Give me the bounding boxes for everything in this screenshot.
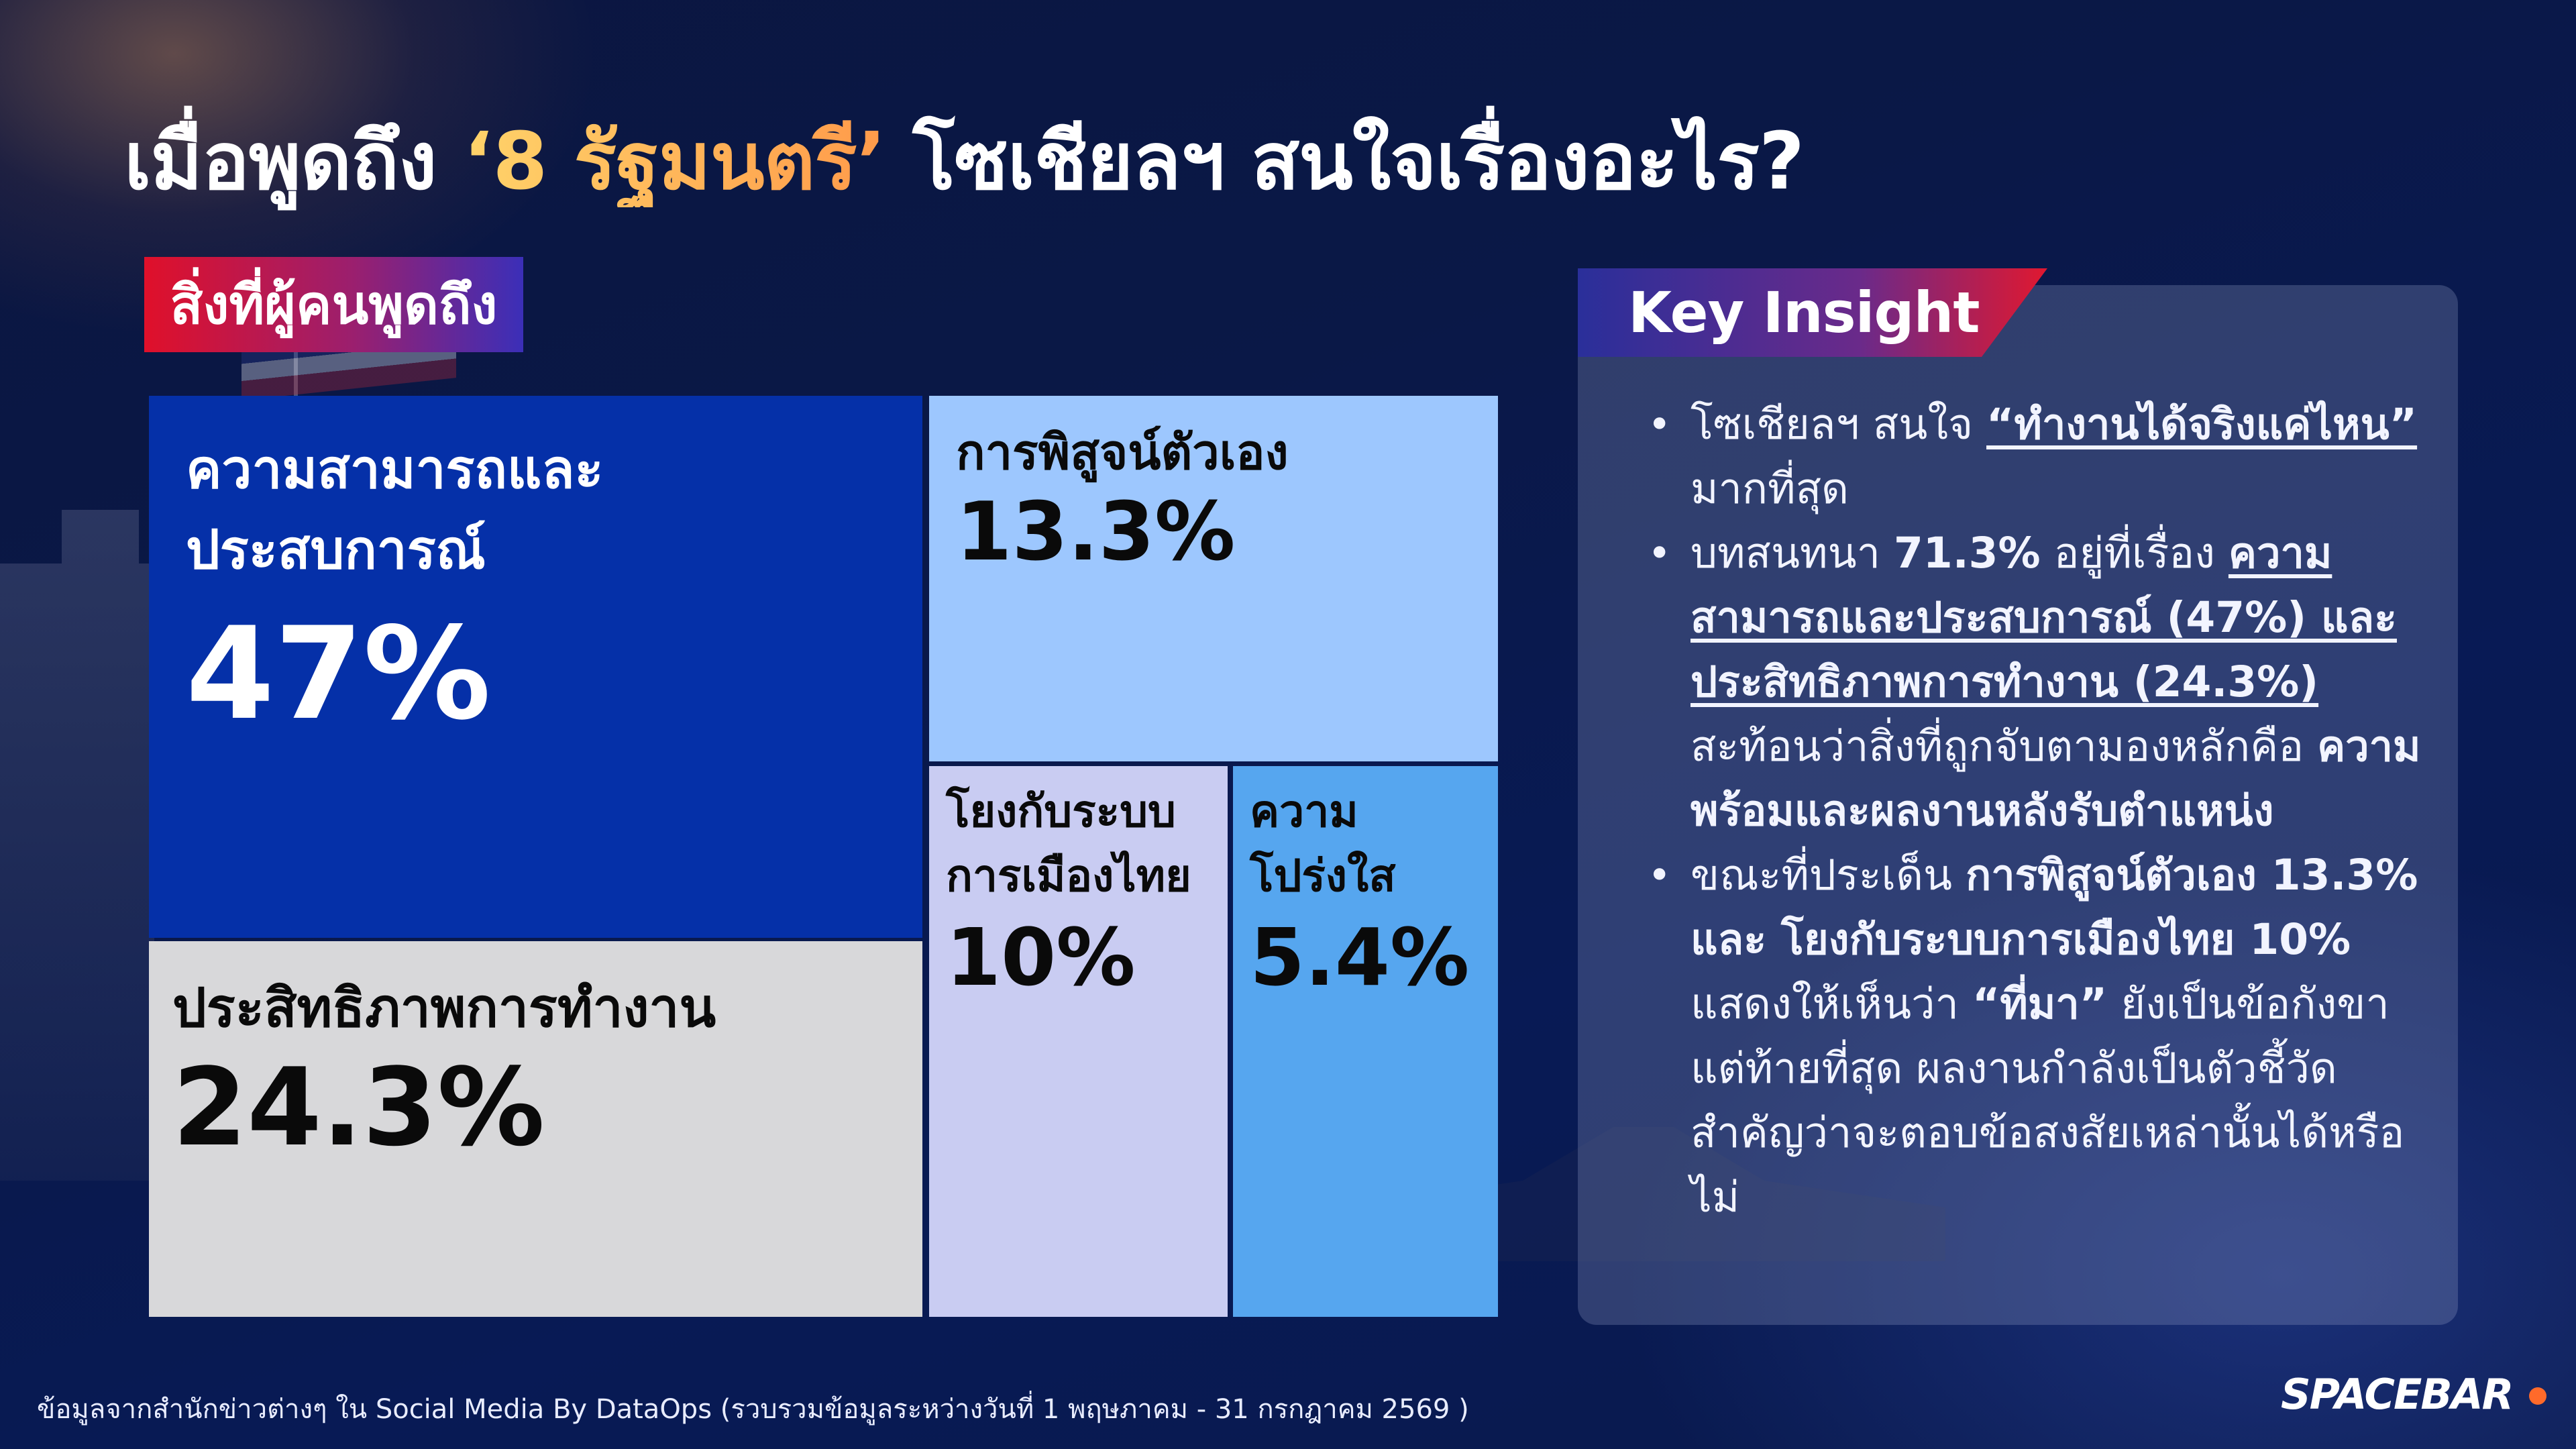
insight-heading: Key Insight	[1578, 268, 2047, 357]
title-highlight: ‘8 รัฐมนตรี’	[463, 115, 887, 207]
tile-label: การพิสูจน์ตัวเอง	[956, 424, 1289, 480]
insight-text: “ที่มา”	[1972, 979, 2108, 1028]
insight-bullet: • โซเชียลฯ สนใจ “ทำงานได้จริงแค่ไหน” มากท…	[1637, 392, 2428, 521]
spacebar-logo: SPACEBAR	[2281, 1370, 2514, 1419]
tile-value: 24.3%	[172, 1044, 545, 1170]
insight-text: สะท้อนว่าสิ่งที่ถูกจับตามองหลักคือ	[1690, 722, 2318, 771]
insight-text: “ทำงานได้จริงแค่ไหน”	[1986, 400, 2418, 449]
treemap-tile-self-proof: การพิสูจน์ตัวเอง 13.3%	[929, 396, 1498, 761]
tile-label: ประสิทธิภาพการทำงาน	[172, 977, 716, 1039]
insight-text: มากที่สุด	[1690, 464, 1849, 513]
insight-text: บทสนทนา	[1690, 529, 1894, 578]
title-prefix: เมื่อพูดถึง	[124, 115, 464, 207]
treemap-tile-capability: ความสามารถและประสบการณ์ 47%	[149, 396, 922, 938]
tile-value: 5.4%	[1250, 911, 1470, 1004]
insight-text: 71.3%	[1894, 529, 2041, 578]
insight-text: แสดงให้เห็นว่า	[1690, 979, 1972, 1028]
tile-label: ความโปร่งใส	[1250, 786, 1396, 902]
insight-heading-text: Key Insight	[1628, 280, 1980, 345]
chart-subtitle-tag: สิ่งที่ผู้คนพูดถึง	[144, 257, 523, 352]
tile-value: 10%	[946, 911, 1136, 1004]
insight-bullet: • บทสนทนา 71.3% อยู่ที่เรื่อง ความสามารถแ…	[1637, 521, 2428, 843]
tile-label: โยงกับระบบการเมืองไทย	[946, 786, 1191, 902]
insight-text: ยังเป็นข้อกังขา แต่ท้ายที่สุด ผลงานกำลัง…	[1690, 979, 2405, 1222]
bullet-icon: •	[1648, 401, 1672, 448]
insight-text: ขณะที่ประเด็น	[1690, 851, 1966, 900]
insight-bullet: • ขณะที่ประเด็น การพิสูจน์ตัวเอง 13.3% แล…	[1637, 843, 2428, 1230]
insight-text: ความพร้อมและผลงานหลังรับตำแหน่ง	[1690, 722, 2421, 835]
source-footnote: ข้อมูลจากสำนักข่าวต่างๆ ใน Social Media …	[37, 1394, 1469, 1425]
treemap-tile-political-system: โยงกับระบบการเมืองไทย 10%	[929, 766, 1228, 1317]
treemap-tile-efficiency: ประสิทธิภาพการทำงาน 24.3%	[149, 941, 922, 1317]
page-title: เมื่อพูดถึง ‘8 รัฐมนตรี’ โซเชียลฯ สนใจเร…	[124, 107, 1805, 215]
insight-text: อยู่ที่เรื่อง	[2040, 529, 2229, 578]
tile-value: 47%	[186, 600, 491, 748]
tile-label: ความสามารถและประสบการณ์	[186, 438, 604, 581]
background-building	[0, 510, 154, 1181]
insight-list: • โซเชียลฯ สนใจ “ทำงานได้จริงแค่ไหน” มากท…	[1637, 392, 2428, 1230]
insight-text: การพิสูจน์ตัวเอง 13.3% และ โยงกับระบบการ…	[1690, 851, 2418, 964]
bullet-icon: •	[1648, 530, 1672, 577]
insight-text: โซเชียลฯ สนใจ	[1690, 400, 1987, 449]
treemap-tile-transparency: ความโปร่งใส 5.4%	[1233, 766, 1498, 1317]
logo-dot	[2529, 1387, 2546, 1405]
title-suffix: โซเชียลฯ สนใจเรื่องอะไร?	[885, 115, 1805, 207]
insight-panel	[1578, 285, 2458, 1325]
bullet-icon: •	[1648, 852, 1672, 899]
chart-subtitle: สิ่งที่ผู้คนพูดถึง	[170, 273, 498, 336]
flag-pole	[294, 275, 298, 436]
insight-text: ความสามารถและประสบการณ์ (47%) และ ประสิท…	[1690, 529, 2397, 706]
tile-value: 13.3%	[956, 486, 1236, 579]
